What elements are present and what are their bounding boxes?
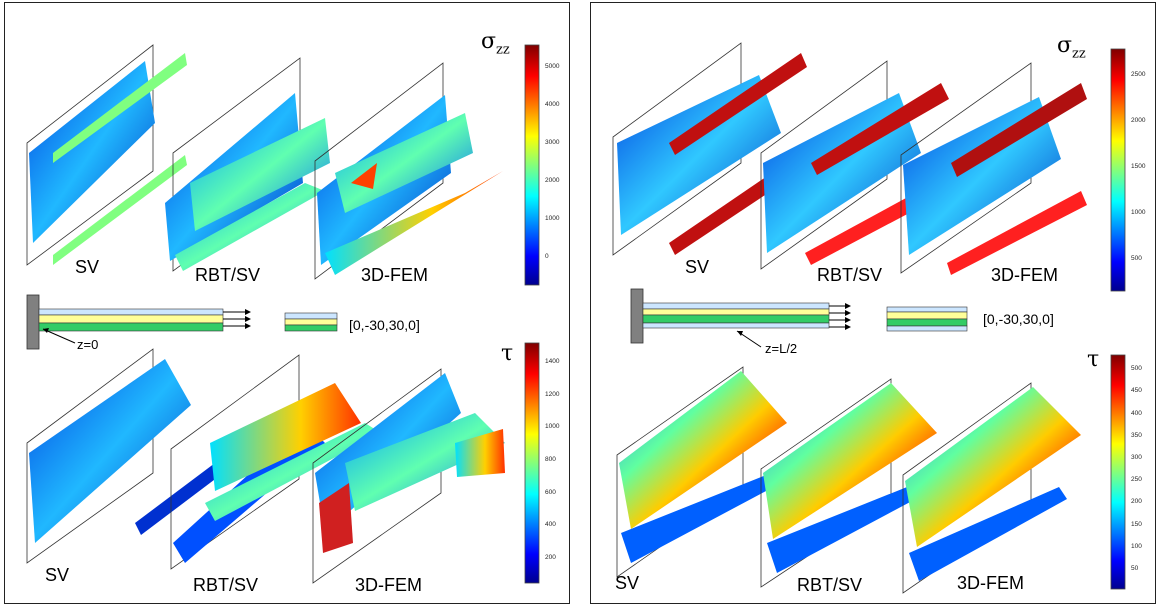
right-z-label: z=L/2 [765,341,798,356]
left-tau-tick: 400 [545,521,556,529]
right-top-label-3dfem: 3D-FEM [991,265,1058,285]
right-tau-tick: 300 [1131,453,1142,461]
left-sigma-colorbar [524,44,540,286]
left-layup-label: [0,-30,30,0] [349,317,420,333]
left-sigma-tick: 3000 [545,139,560,146]
right-bottom-rbtsv-plot [760,378,937,588]
right-tau-tick: 450 [1131,387,1142,395]
right-tau-tick-labels: 500 450 400 350 300 250 200 150 100 50 [1129,355,1155,589]
right-bottom-label-sv: SV [615,573,640,593]
left-tau-tick-labels: 1400 1200 1000 800 600 400 200 [543,343,569,583]
right-tau-colorbar [1110,354,1126,590]
right-sigma-tick: 1000 [1131,209,1146,216]
right-sigma-tick: 2000 [1131,117,1146,124]
left-layup-icon [284,312,338,332]
left-sigma-tick: 2000 [545,177,560,184]
left-bottom-label-sv: SV [45,565,70,585]
left-bottom-label-3dfem: 3D-FEM [355,575,422,595]
left-top-sv-plot [26,44,187,266]
right-tau-tick: 150 [1131,520,1142,528]
left-tau-colorbar [524,342,540,584]
left-top-rbtsv-plot [165,57,330,272]
right-tau-tick: 400 [1131,409,1142,417]
left-tau-tick: 1200 [545,390,560,398]
panel-right-zL2: σzz τ 2500 2000 1500 1000 500 500 450 400 350 30… [590,2,1156,604]
right-bottom-3dfem-plot [902,382,1081,594]
right-tau-tick: 200 [1131,498,1142,506]
left-bottom-label-rbtsv: RBT/SV [193,575,259,595]
right-bottom-label-3dfem: 3D-FEM [957,573,1024,593]
left-sigma-tick: 4000 [545,101,560,108]
right-tau-tick: 100 [1131,542,1142,550]
left-top-3dfem-plot [314,62,503,280]
left-beam-schematic [26,294,251,350]
right-bottom-sv-plot [616,366,787,578]
right-sigma-tick: 2500 [1131,71,1146,78]
right-tau-tick: 350 [1131,431,1142,439]
left-sigma-zz-symbol: σzz [481,29,510,58]
right-top-3dfem-plot [900,62,1087,275]
left-top-label-rbtsv: RBT/SV [195,265,261,285]
right-beam-schematic [630,288,851,348]
left-z-label: z=0 [77,337,99,352]
left-figure-graphics [26,44,540,584]
panel-left-z0: σzz τ 5000 4000 3000 2000 1000 0 1400 1200 1000… [4,2,570,604]
right-tau-tick: 250 [1131,476,1142,484]
right-bottom-label-rbtsv: RBT/SV [797,575,863,595]
left-bottom-rbtsv-plot [170,354,381,570]
left-tau-symbol: τ [501,341,514,366]
left-sigma-tick: 5000 [545,63,560,70]
left-bottom-3dfem-plot [312,368,505,584]
left-tau-tick: 600 [545,488,556,496]
right-tau-tick: 500 [1131,365,1142,373]
right-sigma-tick: 500 [1131,255,1142,262]
left-top-label-3dfem: 3D-FEM [361,265,428,285]
left-tau-tick: 1400 [545,358,560,366]
right-sigma-zz-symbol: σzz [1057,33,1086,62]
right-sigma-colorbar [1110,48,1126,292]
right-tau-tick: 50 [1131,564,1139,572]
left-sigma-tick: 1000 [545,215,560,222]
right-sigma-tick-labels: 2500 2000 1500 1000 500 [1129,49,1155,291]
left-top-label-sv: SV [75,257,100,277]
right-layup-label: [0,-30,30,0] [983,311,1054,327]
left-tau-tick: 200 [545,553,556,561]
right-top-label-rbtsv: RBT/SV [817,265,883,285]
left-tau-tick: 800 [545,456,556,463]
left-sigma-tick-labels: 5000 4000 3000 2000 1000 0 [543,45,569,285]
left-sigma-tick: 0 [545,253,549,260]
right-sigma-tick: 1500 [1131,163,1146,170]
right-figure-graphics [612,42,1126,594]
right-tau-symbol: τ [1087,347,1100,372]
left-tau-tick: 1000 [545,423,560,431]
right-top-label-sv: SV [685,257,710,277]
right-layup-icon [886,306,968,332]
